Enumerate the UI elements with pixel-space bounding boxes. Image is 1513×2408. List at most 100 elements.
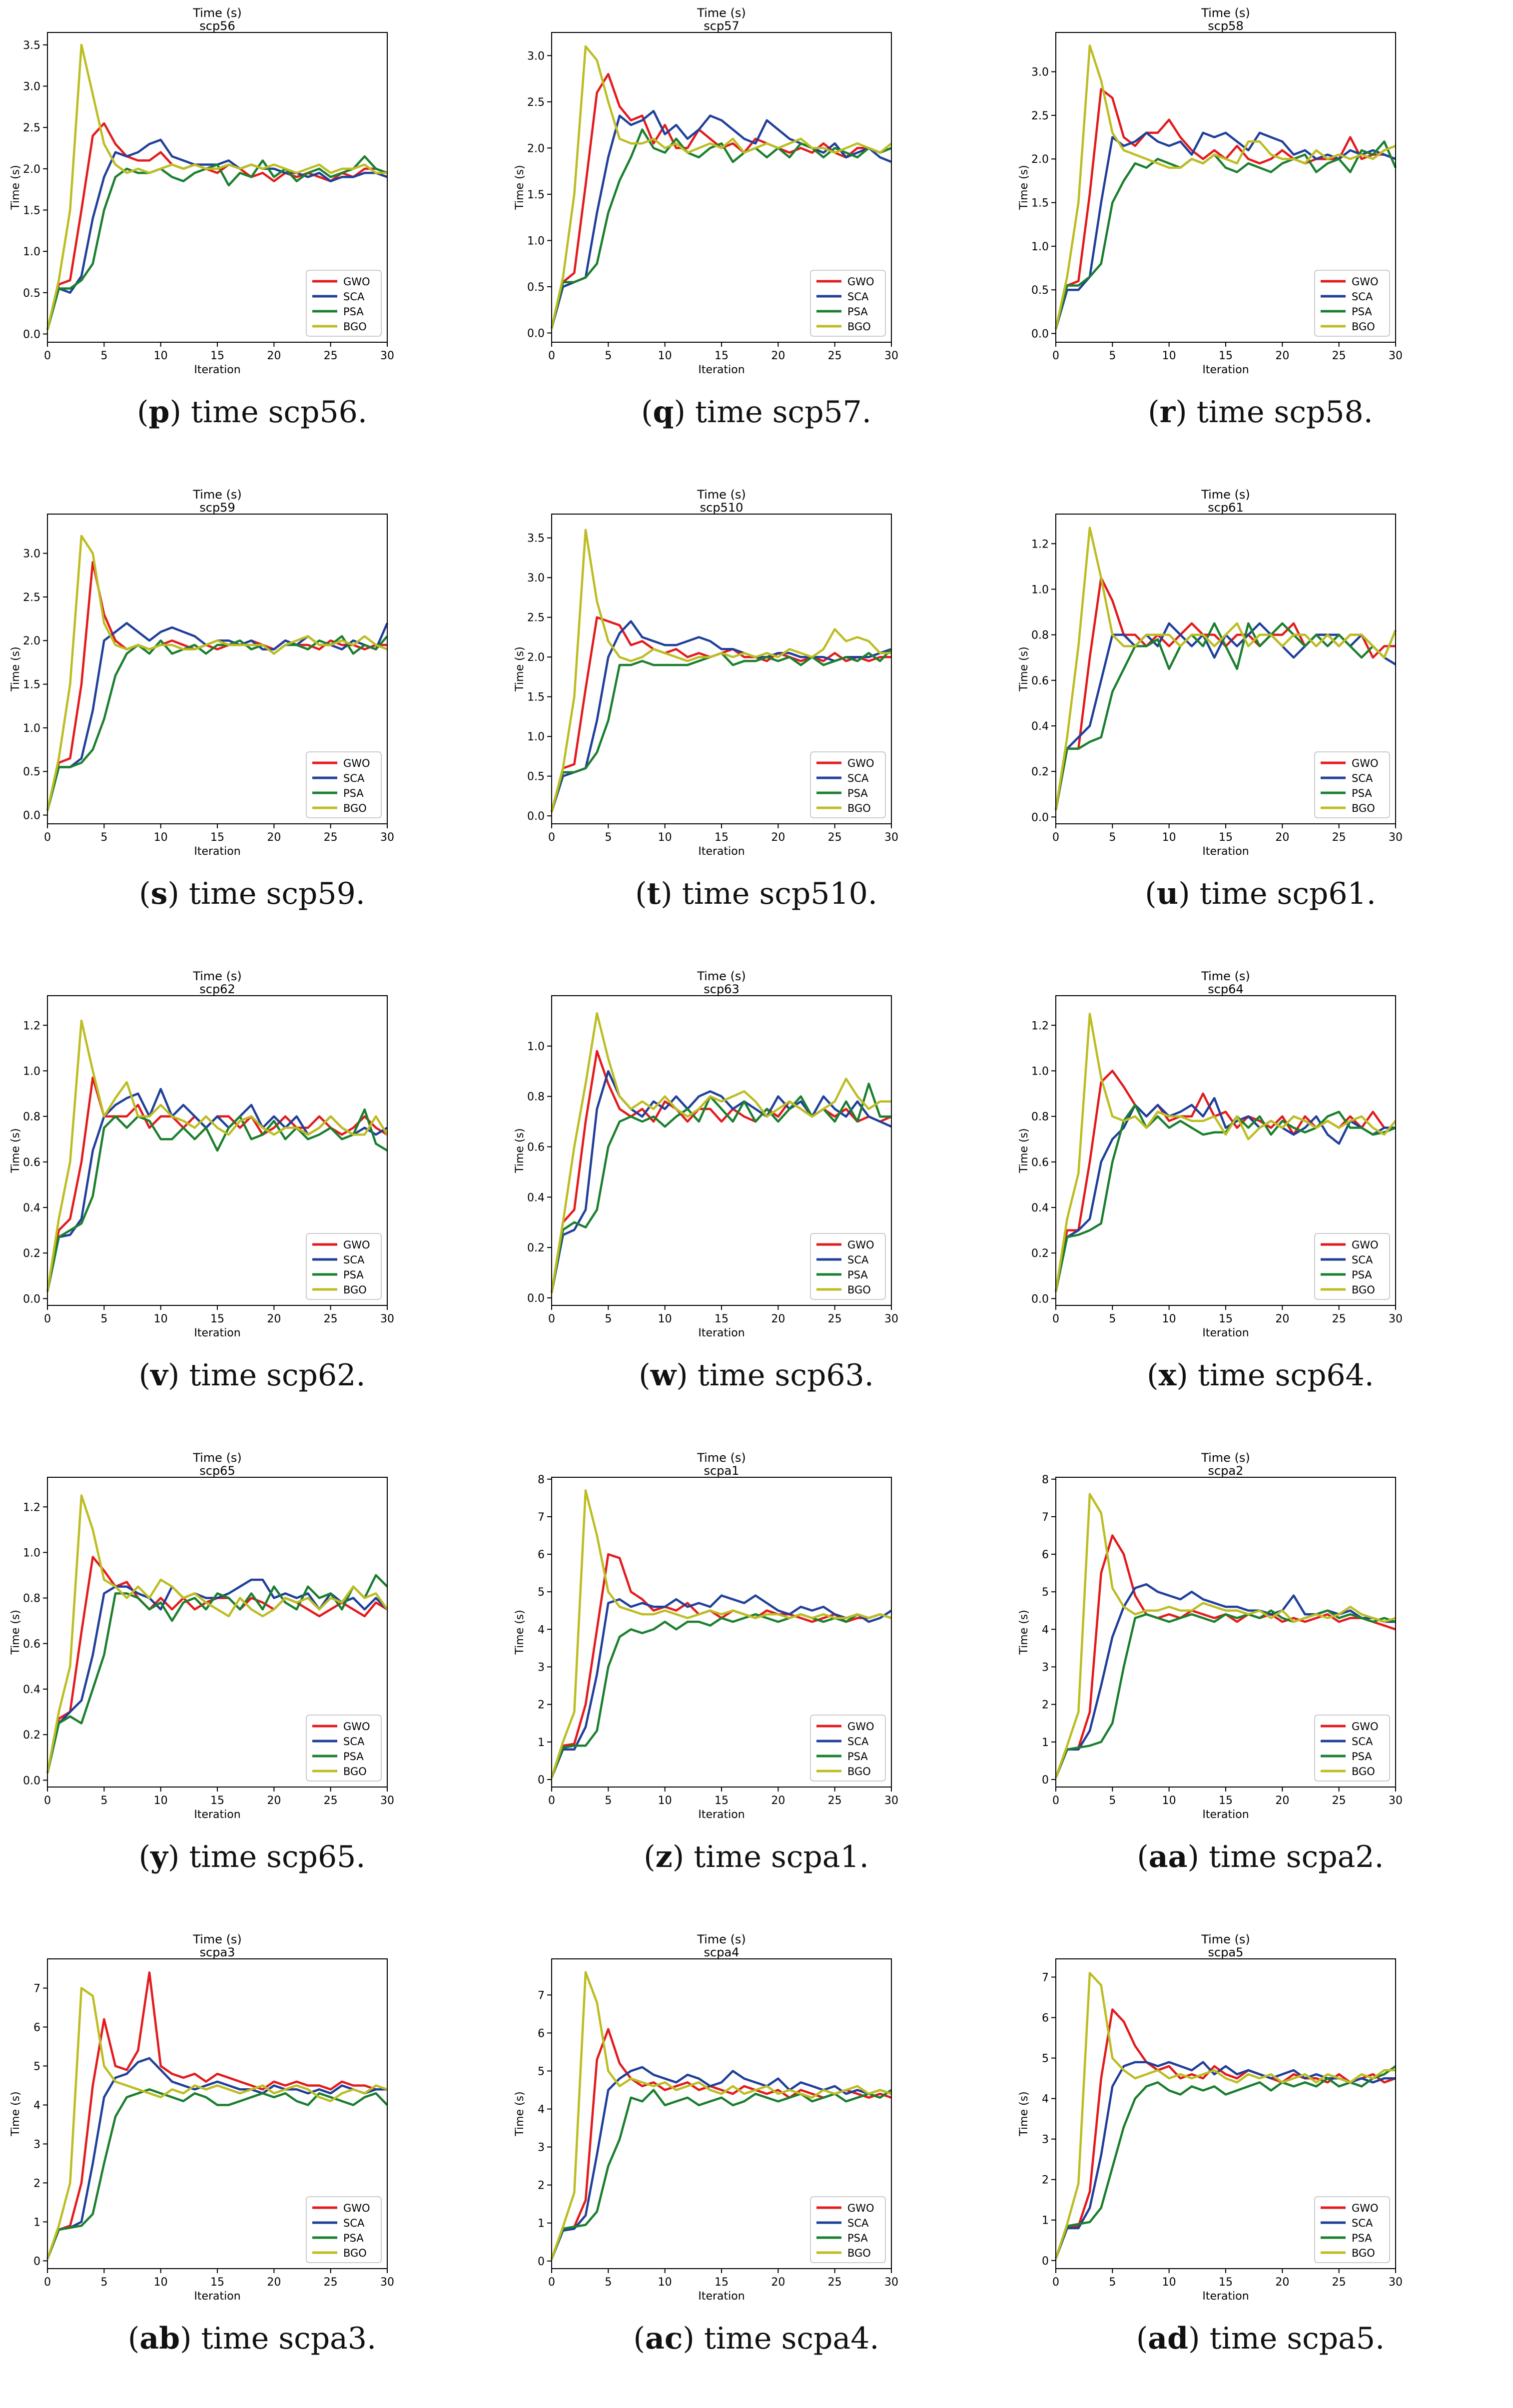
chart-subtitle: scp58 (1208, 19, 1243, 33)
y-tick-label: 1.0 (527, 235, 545, 247)
caption-letter: aa (1148, 1839, 1188, 1874)
x-tick-label: 10 (658, 350, 672, 362)
caption-text: time scp61. (1199, 876, 1376, 911)
x-tick-label: 15 (715, 350, 729, 362)
legend-box (306, 1715, 382, 1782)
y-tick-label: 2.0 (1031, 153, 1049, 166)
y-axis-label: Time (s) (1018, 1128, 1030, 1173)
x-tick-label: 0 (44, 831, 51, 844)
legend-label-bgo: BGO (343, 321, 367, 333)
x-tick-label: 15 (1219, 1795, 1233, 1807)
chart-title: Time (s) (697, 969, 746, 983)
chart-title: Time (s) (1201, 488, 1250, 502)
y-tick-label: 4 (33, 2099, 40, 2112)
legend-box (810, 2196, 886, 2263)
x-tick-label: 25 (828, 1795, 842, 1807)
x-tick-label: 10 (658, 831, 672, 844)
caption-text: time scp62. (189, 1358, 366, 1393)
chart-title: Time (s) (697, 1451, 746, 1465)
y-tick-label: 2.0 (23, 635, 40, 647)
y-tick-label: 7 (33, 1982, 40, 1995)
chart-panel-scp61: Time (s) scp61 0.0 0.2 0.4 0.6 0.8 1.0 1.2 0 5 10 15… (1008, 482, 1513, 963)
x-tick-label: 25 (324, 350, 338, 362)
legend-label-sca: SCA (343, 1254, 365, 1266)
y-tick-label: 2 (538, 2180, 545, 2192)
legend-box (810, 1715, 886, 1782)
y-tick-label: 0.0 (527, 1292, 545, 1305)
series-line-bgo (46, 1494, 388, 1774)
subfigure-caption: (r) time scp58. (1148, 395, 1373, 430)
x-tick-label: 25 (1332, 2276, 1346, 2289)
y-axis-label: Time (s) (1018, 646, 1030, 691)
chart-panel-scp62: Time (s) scp62 0.0 0.2 0.4 0.6 0.8 1.0 1.2 0 5 10 15… (0, 963, 504, 1445)
chart-panel-scp58: Time (s) scp58 0.0 0.5 1.0 1.5 2.0 2.5 3.0 0 5 10 15… (1008, 0, 1513, 482)
x-tick-label: 25 (324, 1795, 338, 1807)
x-tick-label: 30 (1389, 1313, 1403, 1325)
chart-title: Time (s) (1201, 1932, 1250, 1946)
y-tick-label: 5 (1042, 2053, 1049, 2065)
subfigure-caption: (s) time scp59. (139, 876, 365, 911)
series-line-bgo (550, 1971, 892, 2260)
series-line-bgo (550, 1012, 891, 1293)
legend-label-psa: PSA (847, 1269, 868, 1281)
series-line-sca (550, 1070, 892, 1293)
subfigure-caption: (p) time scp56. (137, 395, 367, 430)
chart-title: Time (s) (192, 1932, 242, 1946)
legend-label-sca: SCA (847, 1736, 869, 1748)
legend-label-psa: PSA (1352, 2232, 1372, 2244)
legend-label-gwo: GWO (343, 276, 370, 288)
subfigure-caption: (aa) time scpa2. (1137, 1839, 1384, 1874)
legend-label-gwo: GWO (1352, 276, 1379, 288)
x-tick-label: 20 (267, 2276, 281, 2289)
subfigure-caption: (q) time scp57. (641, 395, 871, 430)
y-tick-label: 2.5 (527, 96, 545, 109)
y-axis-label: Time (s) (514, 165, 526, 210)
y-tick-label: 0 (538, 1774, 545, 1787)
series-line-psa (46, 155, 388, 330)
legend-box (1314, 2196, 1390, 2263)
x-tick-label: 25 (828, 1313, 842, 1325)
caption-text: time scpa1. (694, 1839, 869, 1874)
y-tick-label: 1 (538, 1737, 545, 1749)
series-line-bgo (1054, 1972, 1396, 2259)
x-tick-label: 0 (1052, 2276, 1059, 2289)
y-tick-label: 4 (1042, 2093, 1049, 2106)
chart-panel-scp56: Time (s) scp56 0.0 0.5 1.0 1.5 2.0 2.5 3.0 3.5 0 5 1… (0, 0, 504, 482)
series-line-bgo (46, 43, 387, 330)
x-tick-label: 20 (267, 1795, 281, 1807)
legend-box (810, 1233, 886, 1300)
x-axis-label: Iteration (698, 845, 745, 858)
x-axis-label: Iteration (194, 1327, 240, 1339)
x-tick-label: 20 (1275, 831, 1289, 844)
caption-text: time scp65. (189, 1839, 366, 1874)
series-line-psa (1054, 1609, 1396, 1779)
y-tick-label: 5 (33, 2060, 40, 2073)
legend-label-sca: SCA (1352, 1254, 1373, 1266)
x-tick-label: 10 (154, 1795, 168, 1807)
legend: GWO SCA PSA BGO (1314, 1715, 1390, 1782)
x-tick-label: 10 (1162, 2276, 1176, 2289)
y-tick-label: 3.0 (1031, 66, 1049, 79)
x-tick-label: 5 (1109, 1313, 1116, 1325)
y-tick-label: 0.2 (527, 1242, 545, 1254)
x-tick-label: 0 (44, 1313, 51, 1325)
x-tick-label: 15 (715, 1313, 729, 1325)
y-tick-label: 0.4 (1031, 720, 1049, 733)
legend-label-sca: SCA (343, 291, 365, 303)
subfigure-caption: (ab) time scpa3. (127, 2321, 377, 2356)
legend-label-gwo: GWO (343, 2202, 370, 2214)
legend-label-bgo: BGO (847, 321, 871, 333)
caption-text: time scp59. (188, 876, 365, 911)
chart-subtitle: scp57 (704, 19, 739, 33)
x-tick-label: 5 (1109, 350, 1116, 362)
y-tick-label: 2 (33, 2177, 40, 2190)
y-tick-label: 1.5 (527, 189, 545, 201)
chart-panel-scp57: Time (s) scp57 0.0 0.5 1.0 1.5 2.0 2.5 3.0 0 5 10 15… (504, 0, 1008, 482)
x-tick-label: 30 (1389, 2276, 1403, 2289)
legend: GWO SCA PSA BGO (1314, 270, 1390, 337)
